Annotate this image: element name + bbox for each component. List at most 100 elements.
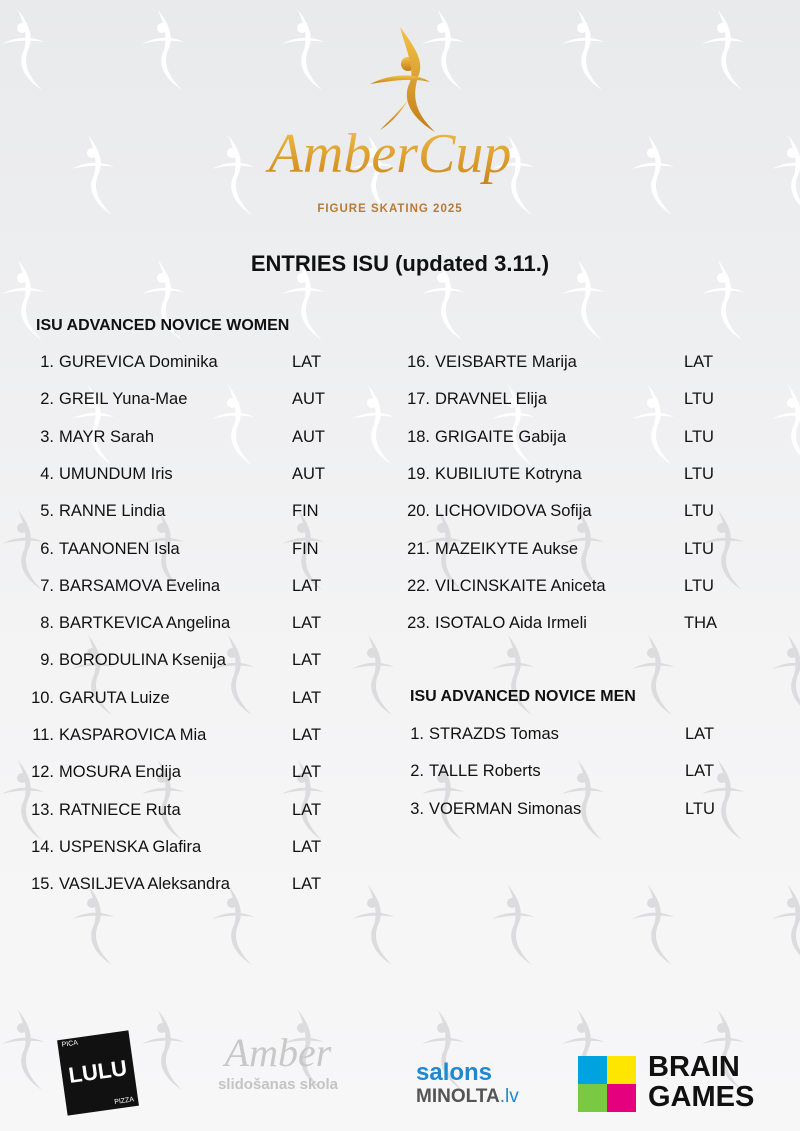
skater-watermark-icon [422, 1010, 464, 1090]
entry-number: 23. [407, 614, 430, 633]
entry-number: 1. [410, 725, 424, 743]
skater-watermark-icon [2, 760, 44, 840]
skater-watermark-icon [772, 385, 800, 456]
entry-name: VEISBARTE Marija [435, 353, 577, 371]
entry-row: 3. VOERMAN Simonas LTU [400, 797, 725, 821]
skater-watermark-icon [212, 385, 254, 465]
entry-row: 14. USPENSKA Glafira LAT [30, 835, 332, 859]
skater-watermark-icon [212, 885, 254, 965]
page-title: ENTRIES ISU (updated 3.11.) [250, 251, 550, 276]
skater-watermark-icon [772, 635, 800, 706]
entry-country: LAT [292, 614, 322, 633]
entry-country: LAT [292, 353, 322, 371]
entry-name: STRAZDS Tomas [429, 725, 559, 743]
entry-country: LTU [684, 502, 714, 521]
entry-country: AUT [292, 464, 325, 483]
skater-watermark-icon [2, 510, 44, 590]
entry-country: LAT [292, 651, 322, 670]
entry-country: LAT [685, 762, 715, 781]
entry-row: 4. UMUNDUM Iris AUT [30, 462, 332, 486]
entry-number: 20. [407, 502, 430, 521]
skater-watermark-icon [282, 260, 324, 340]
entry-country: LTU [684, 427, 714, 446]
entry-name: MOSURA Endija [59, 763, 181, 782]
entry-number: 11. [32, 726, 54, 744]
brain-games-icon [578, 1056, 636, 1112]
skater-watermark-icon [492, 385, 534, 465]
lulu-logo-bottom: PIZZA [113, 1096, 135, 1106]
entry-row: 6. TAANONEN Isla FIN [30, 537, 332, 561]
entry-number: 17. [407, 390, 430, 409]
entry-name: MAYR Sarah [59, 427, 155, 446]
skater-watermark-icon [72, 385, 114, 465]
entry-name: GARUTA Luize [59, 688, 170, 707]
entry-name: MAZEIKYTE Aukse [435, 539, 579, 558]
entry-row: 2. TALLE Roberts LAT [400, 759, 725, 783]
entry-name: TALLE Roberts [429, 762, 541, 781]
skater-watermark-icon [352, 135, 394, 215]
skater-watermark-icon [142, 510, 184, 590]
entry-name: BORODULINA Ksenija [59, 651, 226, 670]
entry-number: 14. [31, 837, 54, 856]
entry-country: LAT [685, 725, 715, 743]
entry-name: KUBILIUTE Kotryna [435, 464, 582, 483]
skater-watermark-icon [2, 1010, 44, 1090]
skater-watermark-icon [702, 10, 744, 90]
skater-watermark-icon [352, 885, 394, 965]
entry-number: 6. [40, 539, 54, 558]
skater-watermark-icon [422, 10, 464, 90]
entry-name: GRIGAITE Gabija [435, 427, 567, 446]
entry-row: 17. DRAVNEL Elija LTU [406, 387, 724, 411]
entry-number: 4. [40, 464, 54, 483]
brain-games-logo: BRAIN GAMES [648, 1052, 754, 1112]
entry-country: LTU [684, 539, 714, 558]
entry-country: FIN [292, 539, 319, 558]
entry-country: LTU [685, 799, 715, 818]
minolta-main: MINOLTA [416, 1086, 500, 1107]
skater-watermark-icon [352, 635, 394, 715]
entry-number: 18. [407, 427, 430, 446]
amber-skating-school-logo: Amber slidošanas skola [198, 1030, 358, 1094]
men-section-title: ISU ADVANCED NOVICE MEN [410, 688, 636, 705]
skater-watermark-icon [702, 760, 744, 840]
entry-row: 18. GRIGAITE Gabija LTU [406, 425, 724, 449]
entry-name: USPENSKA Glafira [59, 837, 202, 856]
skater-watermark-icon [282, 1010, 324, 1090]
skater-watermark-icon [422, 260, 464, 340]
skater-watermark-icon [772, 135, 800, 206]
entry-row: 10. GARUTA Luize LAT [30, 686, 332, 710]
lulu-pizza-logo: PICA LULU PIZZA [57, 1030, 139, 1116]
entry-number: 5. [40, 502, 54, 521]
entry-country: LTU [684, 390, 714, 409]
entry-name: VASILJEVA Aleksandra [59, 875, 230, 894]
entry-row: 5. RANNE Lindia FIN [30, 499, 332, 523]
entry-row: 13. RATNIECE Ruta LAT [30, 798, 332, 822]
skater-watermark-icon [632, 385, 674, 465]
entry-row: 3. MAYR Sarah AUT [30, 425, 332, 449]
skater-watermark-icon [72, 635, 114, 715]
entry-row: 19. KUBILIUTE Kotryna LTU [406, 462, 724, 486]
entry-row: 8. BARTKEVICA Angelina LAT [30, 611, 332, 635]
entry-row: 12. MOSURA Endija LAT [30, 760, 332, 784]
skater-watermark-icon [142, 1010, 184, 1090]
logo-subtitle: FIGURE SKATING 2025 [317, 203, 463, 215]
entry-number: 3. [410, 799, 424, 818]
skater-watermark-icon [632, 885, 674, 965]
entry-name: GREIL Yuna-Mae [59, 390, 188, 409]
entry-number: 2. [40, 390, 54, 409]
skater-watermark-icon [772, 885, 800, 956]
entry-row: 7. BARSAMOVA Evelina LAT [30, 574, 332, 598]
ambercup-logo: AmberCup FIGURE SKATING 2025 [240, 22, 540, 222]
entry-country: LAT [292, 726, 322, 744]
entry-row: 16. VEISBARTE Marija LAT [406, 350, 724, 374]
skater-watermark-icon [492, 635, 534, 715]
entry-name: ISOTALO Aida Irmeli [435, 614, 587, 633]
entry-row: 2. GREIL Yuna-Mae AUT [30, 387, 332, 411]
entry-number: 10. [31, 688, 54, 707]
entry-number: 9. [40, 651, 54, 670]
skater-watermark-icon [422, 510, 464, 590]
women-section-title: ISU ADVANCED NOVICE WOMEN [36, 317, 290, 334]
entry-row: 21. MAZEIKYTE Aukse LTU [406, 537, 724, 561]
skater-watermark-icon [562, 10, 604, 90]
salons-minolta-logo: salons MINOLTA.lv [416, 1060, 519, 1108]
